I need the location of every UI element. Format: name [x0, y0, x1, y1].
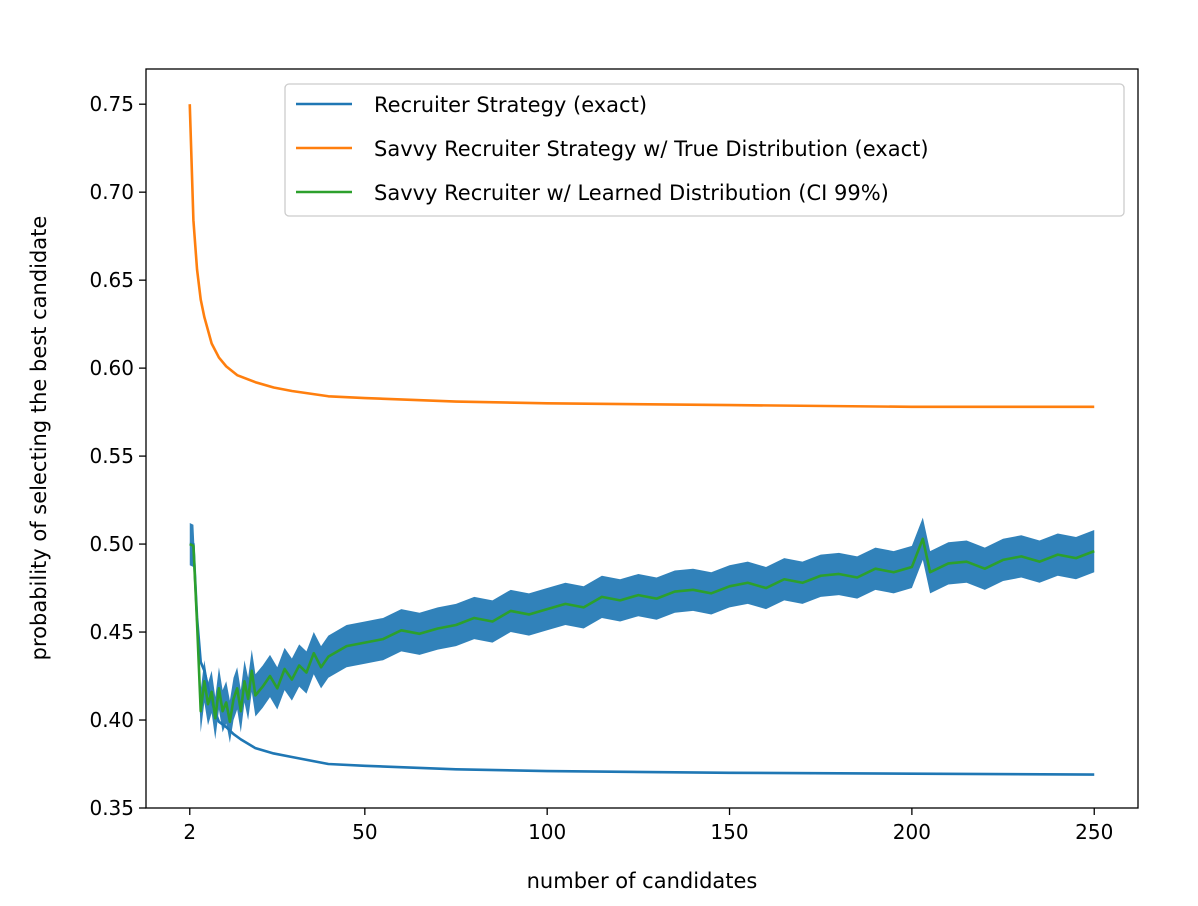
legend-box [284, 83, 1125, 217]
x-tick-label: 50 [352, 820, 377, 844]
y-tick-label: 0.60 [89, 356, 134, 380]
series-savvy-learned-line [189, 537, 1095, 724]
y-tick-label: 0.45 [89, 620, 134, 644]
x-tick-label: 2 [183, 820, 196, 844]
y-tick-label: 0.70 [89, 180, 134, 204]
legend-item-savvy-learned: Savvy Recruiter w/ Learned Distribution … [296, 181, 889, 205]
y-tick-label: 0.75 [89, 92, 134, 116]
y-tick-label: 0.55 [89, 444, 134, 468]
x-tick-label: 200 [893, 820, 931, 844]
legend-item-savvy-true: Savvy Recruiter Strategy w/ True Distrib… [296, 137, 929, 161]
y-tick-label: 0.50 [89, 532, 134, 556]
legend: Recruiter Strategy (exact) Savvy Recruite… [284, 83, 1125, 217]
series-savvy-true-line [188, 104, 1095, 409]
y-tick-label: 0.40 [89, 708, 134, 732]
x-axis: 2 50 100 150 200 250 [183, 808, 1113, 844]
plot-frame [145, 68, 1139, 809]
y-axis-label: probability of selecting the best candid… [27, 216, 51, 661]
x-tick-label: 250 [1075, 820, 1113, 844]
legend-label: Savvy Recruiter Strategy w/ True Distrib… [374, 137, 929, 161]
confidence-band [189, 517, 1095, 743]
legend-item-recruiter: Recruiter Strategy (exact) [296, 93, 647, 117]
legend-label: Recruiter Strategy (exact) [374, 93, 647, 117]
x-tick-label: 150 [710, 820, 748, 844]
y-tick-label: 0.65 [89, 268, 134, 292]
y-axis: 0.35 0.40 0.45 0.50 0.55 0.60 0.65 0.70 0.75 [89, 92, 146, 820]
legend-label: Savvy Recruiter w/ Learned Distribution … [374, 181, 889, 205]
x-tick-label: 100 [528, 820, 566, 844]
data-layer [188, 104, 1095, 776]
y-tick-label: 0.35 [89, 796, 134, 820]
series-recruiter-line [189, 542, 1095, 776]
x-axis-label: number of candidates [527, 869, 758, 893]
